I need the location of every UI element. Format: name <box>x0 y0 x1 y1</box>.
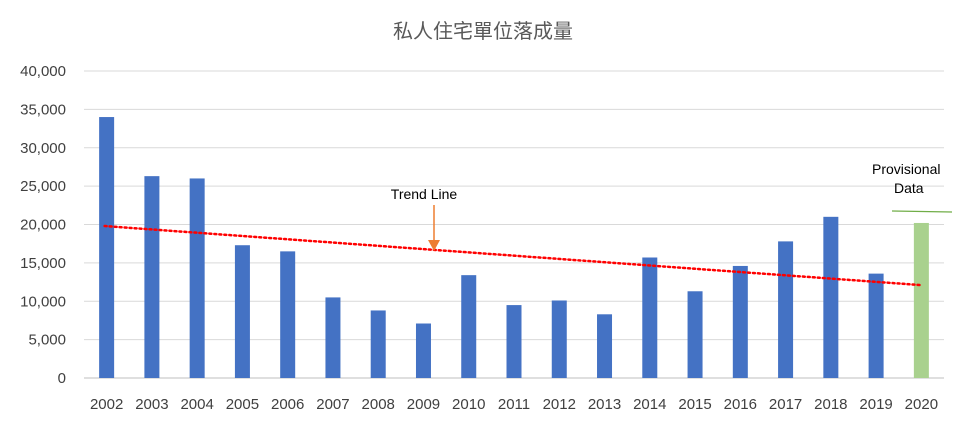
bar-2018 <box>823 216 839 378</box>
bar-2014 <box>642 257 658 378</box>
x-tick-label: 2008 <box>362 396 395 413</box>
bar-2011 <box>506 305 522 378</box>
y-tick-label: 35,000 <box>20 101 66 118</box>
bar-2006 <box>280 251 296 378</box>
bar-2002 <box>99 117 115 379</box>
x-tick-label: 2007 <box>316 396 349 413</box>
chart-title: 私人住宅單位落成量 <box>393 19 573 43</box>
bar-2017 <box>778 241 794 378</box>
trend-line-group <box>103 224 923 287</box>
provisional-label-line1: Provisional <box>872 161 940 177</box>
bar-2013 <box>597 314 613 378</box>
provisional-marker-line <box>891 210 953 213</box>
trend-line-label: Trend Line <box>391 186 458 202</box>
bar-2010 <box>461 275 477 378</box>
y-tick-label: 5,000 <box>28 332 66 349</box>
y-tick-label: 10,000 <box>20 293 66 310</box>
y-axis-tick-labels: 0 5,000 10,000 15,000 20,000 25,000 30,000 35,0… <box>20 63 66 387</box>
x-axis-tick-labels: 2002 2003 2004 2005 2006 2007 2008 2009 2010 2011… <box>90 396 938 413</box>
bar-2015 <box>687 291 703 378</box>
bar-2009 <box>415 323 431 378</box>
bar-2005 <box>234 245 250 378</box>
x-tick-label: 2017 <box>769 396 802 413</box>
y-tick-label: 15,000 <box>20 255 66 272</box>
x-tick-label: 2016 <box>724 396 757 413</box>
x-tick-label: 2002 <box>90 396 123 413</box>
x-tick-label: 2014 <box>633 396 666 413</box>
x-tick-label: 2020 <box>905 396 938 413</box>
bar-2007 <box>325 297 341 378</box>
x-tick-label: 2018 <box>814 396 847 413</box>
x-tick-label: 2013 <box>588 396 621 413</box>
x-tick-label: 2015 <box>678 396 711 413</box>
x-tick-label: 2005 <box>226 396 259 413</box>
x-tick-label: 2019 <box>859 396 892 413</box>
x-tick-label: 2003 <box>135 396 168 413</box>
bar-2008 <box>370 310 386 378</box>
y-tick-label: 40,000 <box>20 63 66 80</box>
trend-line <box>103 224 923 287</box>
provisional-label-line2: Data <box>894 180 924 196</box>
bar-2016 <box>732 265 748 378</box>
x-tick-label: 2010 <box>452 396 485 413</box>
y-tick-label: 20,000 <box>20 217 66 234</box>
y-tick-label: 30,000 <box>20 140 66 157</box>
y-tick-label: 0 <box>58 370 66 387</box>
bar-2020 <box>913 222 929 378</box>
x-tick-label: 2011 <box>498 396 530 413</box>
x-tick-label: 2012 <box>543 396 576 413</box>
annotations: Trend Line Provisional Data <box>391 161 953 251</box>
bar-2004 <box>189 178 205 378</box>
x-tick-label: 2009 <box>407 396 440 413</box>
y-tick-label: 25,000 <box>20 178 66 195</box>
bar-2012 <box>551 300 567 378</box>
x-tick-label: 2006 <box>271 396 304 413</box>
bars <box>99 117 929 379</box>
gridlines <box>84 70 944 379</box>
trend-arrow-head <box>428 240 440 251</box>
bar-2019 <box>868 273 884 378</box>
x-tick-label: 2004 <box>180 396 213 413</box>
bar-2003 <box>144 176 160 378</box>
